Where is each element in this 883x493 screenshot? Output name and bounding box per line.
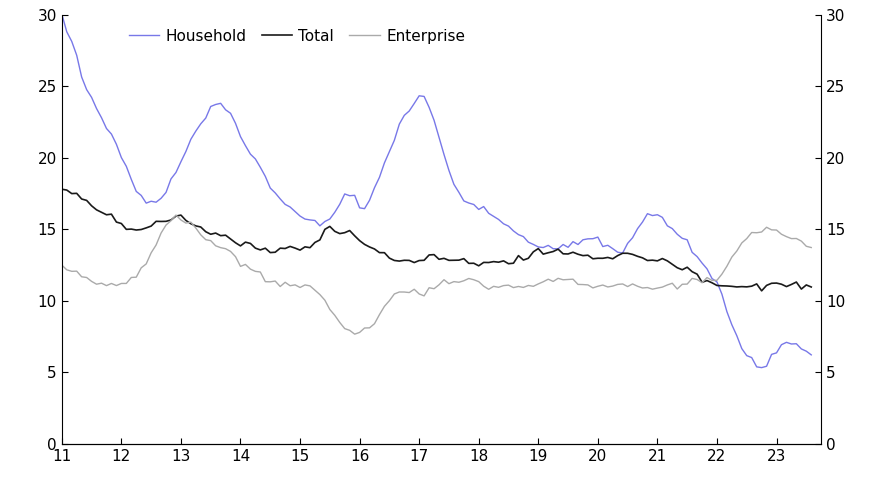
- Household: [81, 87, 92, 93]
- Line: Household: Household: [62, 14, 811, 368]
- Enterprise: [568, 276, 578, 282]
- Household: [757, 365, 767, 371]
- Total: [806, 284, 817, 290]
- Line: Enterprise: Enterprise: [62, 215, 811, 334]
- Total: [81, 197, 92, 203]
- Household: [558, 242, 569, 247]
- Enterprise: [170, 212, 181, 218]
- Household: [543, 243, 554, 248]
- Total: [543, 250, 554, 256]
- Enterprise: [57, 262, 67, 268]
- Line: Total: Total: [62, 189, 811, 291]
- Enterprise: [320, 297, 330, 303]
- Enterprise: [553, 276, 563, 282]
- Total: [170, 213, 181, 219]
- Total: [558, 251, 569, 257]
- Household: [806, 352, 817, 358]
- Enterprise: [81, 275, 92, 281]
- Total: [314, 237, 325, 243]
- Total: [245, 241, 256, 246]
- Household: [314, 223, 325, 229]
- Legend: Household, Total, Enterprise: Household, Total, Enterprise: [123, 22, 472, 50]
- Household: [170, 170, 181, 176]
- Enterprise: [350, 331, 360, 337]
- Household: [245, 151, 256, 157]
- Enterprise: [250, 268, 260, 274]
- Household: [57, 11, 67, 17]
- Enterprise: [806, 245, 817, 250]
- Total: [57, 186, 67, 192]
- Total: [757, 288, 767, 294]
- Enterprise: [176, 217, 186, 223]
